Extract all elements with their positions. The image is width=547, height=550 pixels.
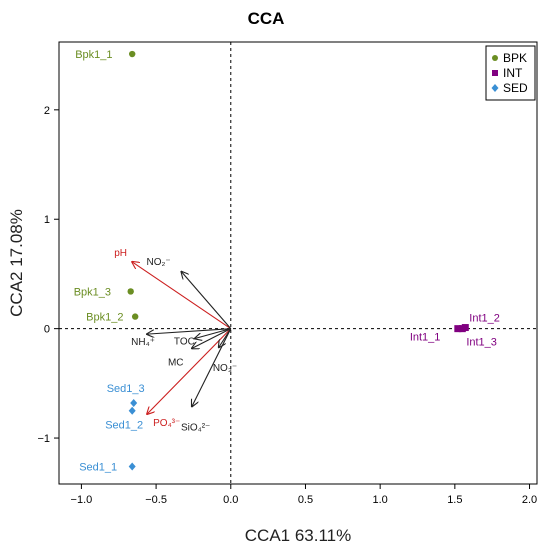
data-point [130, 399, 138, 408]
x-tick-label: 1.5 [447, 494, 462, 506]
vector-label: SiO₄²⁻ [181, 422, 210, 433]
vector-label: NO₂⁻ [146, 257, 170, 268]
point-label: Int1_3 [466, 337, 497, 349]
vector-arrow [147, 328, 231, 334]
legend-label: SED [503, 81, 528, 95]
vector-label: NH₄⁺ [131, 337, 155, 348]
x-tick-label: 1.0 [373, 494, 388, 506]
data-point [454, 325, 462, 333]
x-tick-label: 0.5 [298, 494, 313, 506]
legend-label: INT [503, 66, 523, 80]
vector-label: NO₃⁻ [213, 363, 237, 374]
vector-label: PO₄³⁻ [153, 418, 180, 429]
vector-label: pH [114, 248, 127, 259]
point-label: Bpk1_3 [74, 286, 111, 298]
point-label: Sed1_3 [107, 383, 145, 395]
data-point [458, 325, 466, 333]
x-tick-label: −1.0 [71, 494, 93, 506]
vector-arrow [132, 262, 232, 330]
y-tick-label: −1 [37, 433, 50, 445]
vector-label: TOC [174, 336, 195, 347]
x-axis-title: CCA1 63.11% [245, 526, 351, 545]
y-tick-label: 1 [44, 214, 50, 226]
y-tick-label: 2 [44, 105, 50, 117]
point-label: Sed1_2 [105, 420, 143, 432]
vector-arrow [181, 272, 232, 330]
y-axis-title: CCA2 17.08% [7, 209, 26, 317]
vector-arrow [147, 328, 232, 414]
vector-arrow [192, 328, 232, 407]
point-label: Int1_2 [469, 313, 500, 325]
vector-arrow [192, 328, 232, 349]
zero-reference-lines [59, 42, 537, 484]
point-label: Int1_1 [410, 332, 441, 344]
environment-vectors: pH PO₄³⁻ NO₂⁻ TOC MC NH₄⁺ NO₃⁻ SiO₄²⁻ [114, 248, 237, 433]
x-tick-label: 2.0 [522, 494, 537, 506]
vector-arrow [195, 328, 231, 339]
chart-title: CCA [248, 9, 285, 28]
data-point [128, 50, 136, 58]
legend-marker [492, 70, 498, 76]
data-point [131, 313, 139, 320]
data-point [128, 462, 136, 471]
point-label: Bpk1_2 [86, 312, 123, 324]
plot-frame [58, 41, 538, 485]
point-label: Bpk1_1 [75, 49, 112, 61]
sample-points: Bpk1_1 Bpk1_3 Bpk1_2 Int1_1 Int1_2 Int1_3 Sed1… [74, 49, 500, 473]
vector-label: MC [168, 357, 184, 368]
data-point [127, 288, 134, 295]
y-tick-label: 0 [44, 324, 50, 336]
x-tick-label: 0.0 [223, 494, 238, 506]
data-point [128, 406, 136, 415]
legend-marker [492, 55, 498, 61]
axis-ticks: −1.0 −0.5 0.0 0.5 1.0 1.5 2.0 −1 0 1 2 [37, 105, 537, 506]
point-label: Sed1_1 [79, 461, 117, 473]
legend-marker [491, 84, 499, 92]
x-tick-label: −0.5 [145, 494, 167, 506]
legend-label: BPK [503, 51, 527, 65]
